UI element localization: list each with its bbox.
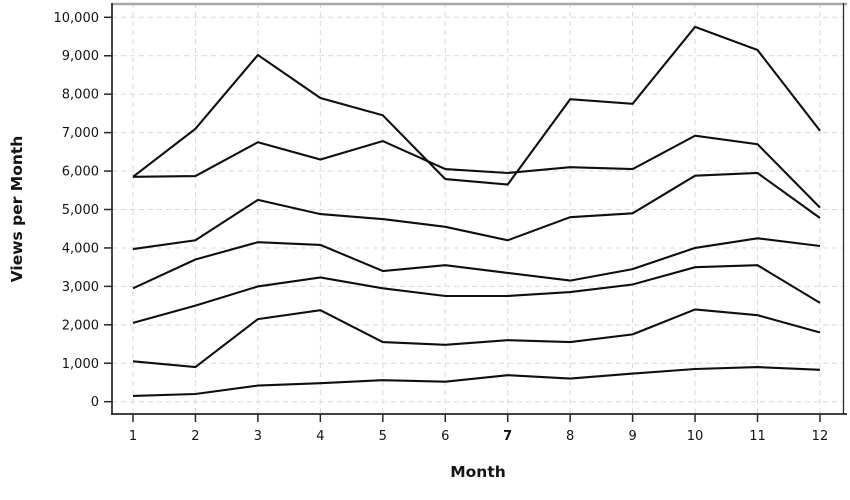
series-line-6 [132, 308, 821, 369]
x-tick-label: 12 [812, 429, 829, 444]
y-tick-label: 6,000 [62, 165, 99, 180]
y-tick-label: 4,000 [62, 241, 99, 256]
x-tick-label: 6 [441, 429, 449, 444]
y-tick-label: 0 [91, 395, 99, 410]
x-tick-label: 4 [316, 429, 324, 444]
y-tick-label: 9,000 [62, 49, 99, 64]
series-line-1 [132, 25, 821, 186]
series-line-3 [132, 171, 821, 251]
y-tick-label: 3,000 [62, 280, 99, 295]
series-line-7 [132, 366, 821, 397]
series-line-2 [132, 134, 821, 209]
x-tick-label: 10 [687, 429, 704, 444]
axis-layer [104, 3, 847, 422]
x-tick-label: 11 [749, 429, 766, 444]
y-axis-title: Views per Month [8, 136, 26, 283]
grid-layer [112, 3, 843, 414]
y-tick-label: 10,000 [54, 11, 100, 26]
y-tick-label: 8,000 [62, 88, 99, 103]
plot-frame [112, 2, 847, 414]
x-tick-label: 9 [628, 429, 636, 444]
x-tick-label: 8 [566, 429, 574, 444]
x-tick-label: 2 [191, 429, 199, 444]
series-line-4 [132, 237, 821, 290]
x-tick-label: 3 [254, 429, 262, 444]
x-tick-label: 5 [379, 429, 387, 444]
y-tick-label: 2,000 [62, 318, 99, 333]
x-tick-label: 1 [129, 429, 137, 444]
series-line-5 [132, 264, 821, 324]
y-tick-label: 5,000 [62, 203, 99, 218]
y-tick-label: 1,000 [62, 357, 99, 372]
y-tick-label: 7,000 [62, 126, 99, 141]
series-layer [132, 25, 821, 397]
x-axis-title: Month [450, 463, 506, 481]
tick-label-layer: 0 1,000 2,000 3,000 4,000 5,000 6,000 7,000 8,00… [54, 11, 829, 444]
x-tick-label: 7 [503, 429, 512, 444]
